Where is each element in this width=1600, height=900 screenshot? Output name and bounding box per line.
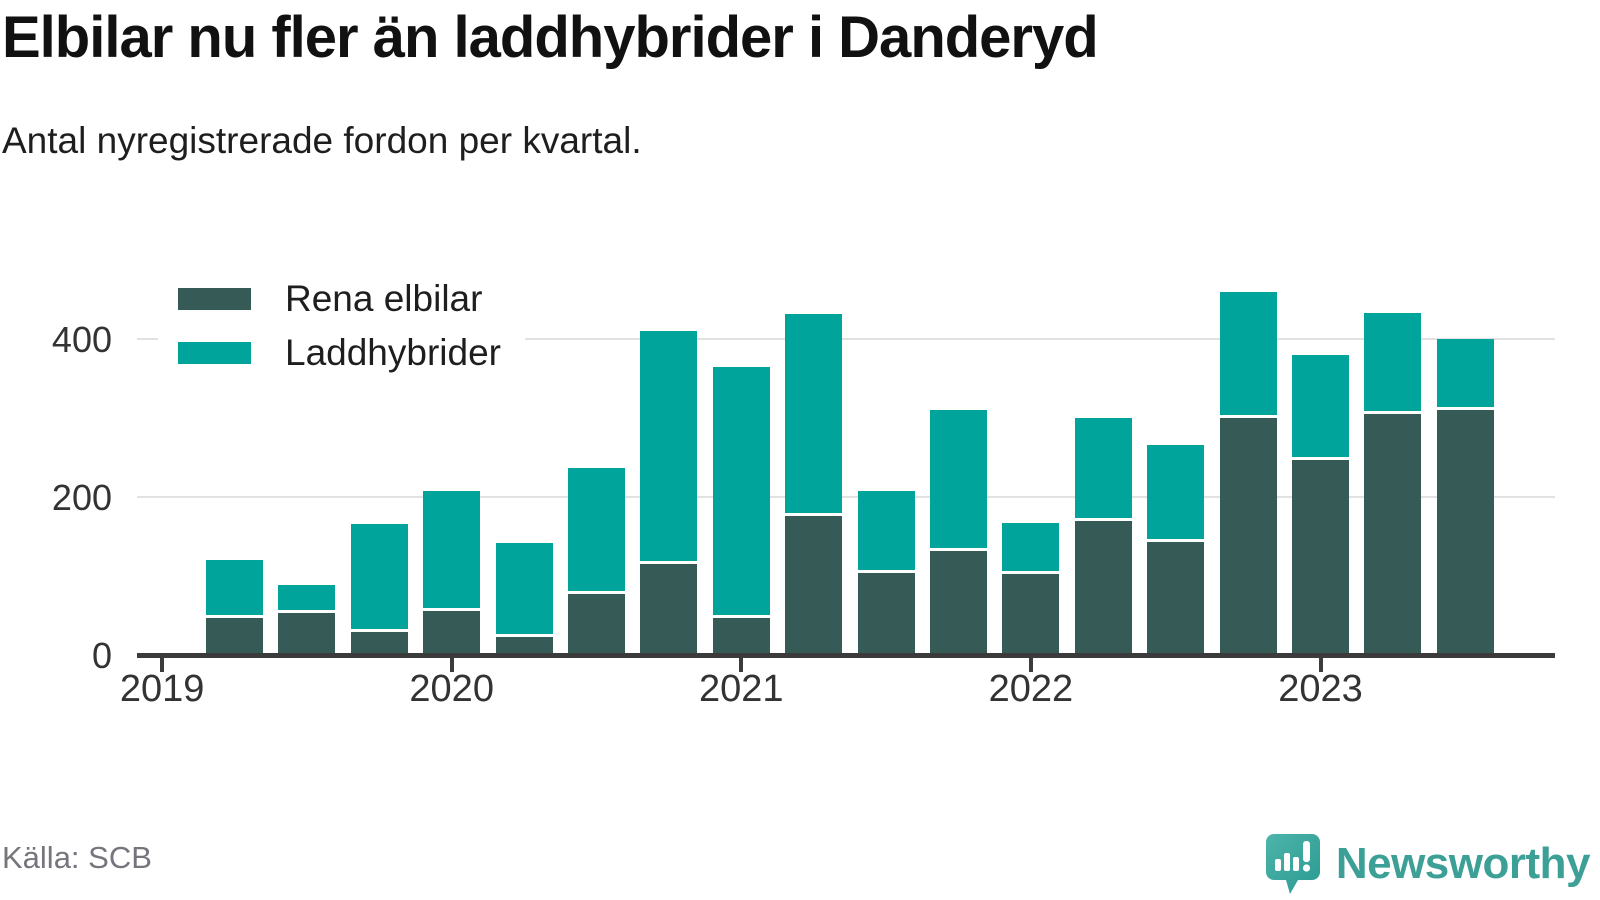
bar-2022-q1 <box>1002 0 1060 653</box>
bar-2020-q4 <box>640 0 698 653</box>
legend-label-laddhybrider: Laddhybrider <box>285 332 501 373</box>
x-tick-2021 <box>739 658 744 672</box>
bar-segment-laddhybrider <box>206 560 263 615</box>
x-tick-2019 <box>160 658 165 672</box>
bar-2019-q3 <box>278 0 336 653</box>
bar-segment-rena-elbilar <box>495 637 553 653</box>
bar-segment-rena-elbilar <box>857 573 915 653</box>
newsworthy-brand: Newsworthy <box>1264 832 1591 896</box>
bar-segment-laddhybrider <box>1074 418 1132 518</box>
bar-2023-q1 <box>1292 0 1349 653</box>
bar-segment-laddhybrider <box>1002 523 1060 571</box>
bar-2021-q1 <box>712 0 770 653</box>
bar-segment-rena-elbilar <box>712 618 770 653</box>
bar-segment-laddhybrider <box>350 524 408 629</box>
bar-2020-q3 <box>568 0 625 653</box>
y-axis-label-0: 0 <box>91 635 112 676</box>
x-axis-label-2020: 2020 <box>409 668 494 710</box>
bar-2020-q2 <box>495 0 553 653</box>
bar-segment-laddhybrider <box>1219 292 1277 415</box>
bar-segment-rena-elbilar <box>278 613 336 653</box>
bar-segment-laddhybrider <box>640 331 698 561</box>
y-axis-label-200: 200 <box>51 477 112 518</box>
bar-2023-q3 <box>1436 0 1494 653</box>
bar-segment-laddhybrider <box>785 314 843 513</box>
bar-segment-rena-elbilar <box>1292 460 1349 653</box>
bar-segment-rena-elbilar <box>1002 574 1060 653</box>
bar-2020-q1 <box>423 0 481 653</box>
bar-segment-rena-elbilar <box>568 594 625 653</box>
x-axis-label-2021: 2021 <box>699 668 784 710</box>
x-axis-line <box>137 653 1555 658</box>
bar-segment-laddhybrider <box>712 367 770 615</box>
gridline-200 <box>137 496 1555 498</box>
bar-2019-q2 <box>206 0 263 653</box>
x-tick-2022 <box>1028 658 1033 672</box>
legend-item-rena-elbilar: Rena elbilar <box>178 272 501 326</box>
bar-segment-rena-elbilar <box>785 516 843 653</box>
x-tick-2020 <box>449 658 454 672</box>
x-tick-2023 <box>1318 658 1323 672</box>
bar-2022-q4 <box>1219 0 1277 653</box>
y-axis-label-400: 400 <box>51 319 112 360</box>
legend: Rena elbilar Laddhybrider <box>158 266 525 386</box>
bar-segment-laddhybrider <box>857 491 915 570</box>
bar-segment-laddhybrider <box>1147 445 1205 539</box>
x-axis-label-2019: 2019 <box>119 668 205 710</box>
bar-2022-q2 <box>1074 0 1132 653</box>
source-credit: Källa: SCB <box>2 840 152 875</box>
bar-segment-laddhybrider <box>1364 313 1422 411</box>
x-axis-label-2023: 2023 <box>1278 668 1363 710</box>
bar-segment-rena-elbilar <box>1074 521 1132 653</box>
bar-2019-q4 <box>350 0 408 653</box>
legend-swatch-rena-elbilar <box>178 288 251 310</box>
bar-segment-rena-elbilar <box>206 618 263 653</box>
chart-subtitle: Antal nyregistrerade fordon per kvartal. <box>2 120 642 161</box>
legend-item-laddhybrider: Laddhybrider <box>178 326 501 380</box>
bar-2023-q2 <box>1364 0 1422 653</box>
legend-label-rena-elbilar: Rena elbilar <box>285 278 483 319</box>
x-axis-label-2022: 2022 <box>988 668 1074 710</box>
gridline-400 <box>137 338 1555 340</box>
chart-title: Elbilar nu fler än laddhybrider i Dander… <box>2 5 1099 70</box>
bar-segment-rena-elbilar <box>1219 418 1277 653</box>
legend-swatch-laddhybrider <box>178 342 251 364</box>
bar-segment-laddhybrider <box>423 491 481 608</box>
bar-segment-rena-elbilar <box>930 551 987 653</box>
bar-segment-rena-elbilar <box>1147 542 1205 653</box>
bar-segment-laddhybrider <box>1292 355 1349 457</box>
bar-segment-rena-elbilar <box>1364 414 1422 653</box>
bar-2021-q4 <box>930 0 987 653</box>
bar-segment-laddhybrider <box>1436 339 1494 407</box>
bar-2022-q3 <box>1147 0 1205 653</box>
bar-segment-laddhybrider <box>495 543 553 634</box>
bar-2021-q3 <box>857 0 915 653</box>
bar-2021-q2 <box>785 0 843 653</box>
bar-segment-rena-elbilar <box>640 564 698 653</box>
bar-segment-laddhybrider <box>568 468 625 591</box>
newsworthy-speech-bubble-chart-icon <box>1265 834 1320 894</box>
newsworthy-brand-text: Newsworthy <box>1335 839 1591 888</box>
bar-segment-laddhybrider <box>930 410 987 548</box>
bar-segment-rena-elbilar <box>1436 410 1494 653</box>
bar-segment-laddhybrider <box>278 585 336 610</box>
bar-segment-rena-elbilar <box>423 611 481 653</box>
bar-segment-rena-elbilar <box>350 632 408 653</box>
